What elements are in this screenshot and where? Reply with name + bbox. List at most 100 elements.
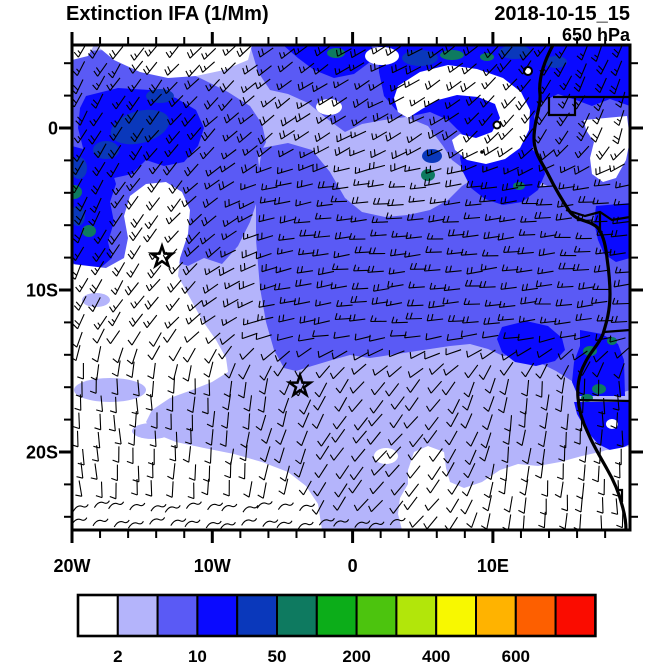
- lavender-island: [74, 378, 146, 402]
- wind-barb: [501, 183, 519, 192]
- wind-barb: [313, 316, 330, 326]
- wind-barb: [391, 64, 408, 74]
- star-marker: [285, 370, 315, 399]
- wind-barb: [220, 149, 237, 160]
- wind-barb: [241, 249, 258, 259]
- wind-barb: [143, 148, 158, 161]
- wind-barb: [391, 150, 408, 160]
- wind-barb: [480, 263, 497, 271]
- wind-barb: [498, 215, 516, 223]
- wind-barb: [426, 61, 442, 72]
- wind-barb: [184, 331, 200, 343]
- wind-barb: [554, 130, 569, 145]
- wind-barb: [447, 399, 460, 415]
- white-topmid: [316, 99, 342, 115]
- wind-barb: [354, 166, 371, 175]
- wind-barb: [88, 210, 101, 227]
- colorbar-cell: [514, 594, 557, 637]
- wind-barb: [276, 79, 292, 91]
- wind-barb: [351, 196, 369, 205]
- wind-barb: [184, 245, 200, 257]
- wind-barb: [132, 465, 140, 483]
- wind-barb: [259, 196, 277, 204]
- wind-barb: [405, 65, 422, 75]
- wind-barb: [202, 283, 219, 294]
- wind-barb: [167, 198, 181, 212]
- colorbar-cell: [554, 594, 597, 637]
- wind-barb: [590, 127, 603, 143]
- y-tick-label: 20S: [26, 443, 58, 463]
- wind-barb: [573, 165, 590, 175]
- wind-barb: [96, 395, 104, 413]
- wind-barb: [593, 265, 611, 273]
- wind-barb: [221, 230, 237, 241]
- wind-barb: [540, 394, 550, 411]
- wind-barb: [203, 97, 219, 110]
- wind-barb: [576, 214, 594, 222]
- wind-barb: [297, 248, 315, 256]
- wind-barb: [424, 416, 439, 431]
- wind-barb: [389, 83, 406, 92]
- wind-barb: [426, 148, 443, 157]
- wind-barb: [242, 318, 260, 326]
- wind-barb: [478, 365, 492, 380]
- wind-barb: [424, 352, 440, 360]
- wind-barb: [91, 346, 102, 363]
- wind-barb: [429, 116, 446, 126]
- wind-barb: [389, 248, 407, 257]
- wind-barb: [89, 112, 103, 127]
- wind-barb: [243, 232, 259, 240]
- wind-barb: [277, 410, 287, 428]
- wind-barb: [612, 394, 620, 411]
- wind-barb: [130, 213, 144, 228]
- wind-barb: [538, 335, 555, 343]
- wind-barb: [445, 265, 462, 273]
- wind-barb: [186, 127, 202, 141]
- wind-barb: [128, 227, 143, 242]
- wind-barb: [144, 215, 159, 230]
- wind-barb: [539, 230, 557, 238]
- wind-barb: [516, 79, 532, 93]
- wind-barb: [443, 112, 460, 123]
- wind-barb: [186, 300, 203, 312]
- calm-wind-curl: [184, 519, 201, 528]
- wind-barb: [185, 231, 201, 245]
- wind-barb: [482, 495, 492, 512]
- wind-barb: [367, 348, 384, 357]
- wind-barb: [107, 63, 121, 79]
- wind-barb: [352, 98, 369, 109]
- wind-barb: [167, 279, 182, 293]
- calm-wind-curl: [207, 502, 224, 511]
- wind-barb: [205, 165, 221, 177]
- wind-barb: [312, 482, 327, 497]
- colorbar-cell: [435, 594, 478, 637]
- wind-barb: [164, 63, 180, 76]
- wind-barb: [184, 427, 192, 445]
- wind-barb: [427, 380, 443, 394]
- wind-barb: [441, 130, 458, 141]
- wind-barb: [317, 181, 335, 189]
- wind-barb: [92, 161, 106, 177]
- wind-barb: [317, 349, 334, 358]
- wind-barb: [92, 328, 105, 344]
- wind-barb: [354, 246, 372, 254]
- wind-barb: [463, 212, 481, 220]
- wind-barb: [557, 348, 573, 361]
- wind-barb: [332, 415, 347, 430]
- wind-barb: [536, 348, 553, 359]
- wind-barb: [481, 249, 499, 257]
- colorbar-cell: [475, 594, 517, 637]
- wind-barb: [499, 114, 515, 128]
- wind-barb: [609, 78, 621, 95]
- wind-barb: [124, 195, 139, 210]
- wind-barb: [201, 215, 217, 227]
- wind-barb: [312, 63, 329, 75]
- wind-barb: [574, 495, 583, 513]
- wind-barb: [331, 350, 348, 360]
- wind-barb: [147, 345, 161, 361]
- wind-barb: [484, 214, 502, 222]
- wind-barb: [148, 160, 163, 175]
- wind-barb: [391, 316, 408, 324]
- wind-barb: [199, 61, 215, 73]
- wind-barb: [576, 126, 589, 142]
